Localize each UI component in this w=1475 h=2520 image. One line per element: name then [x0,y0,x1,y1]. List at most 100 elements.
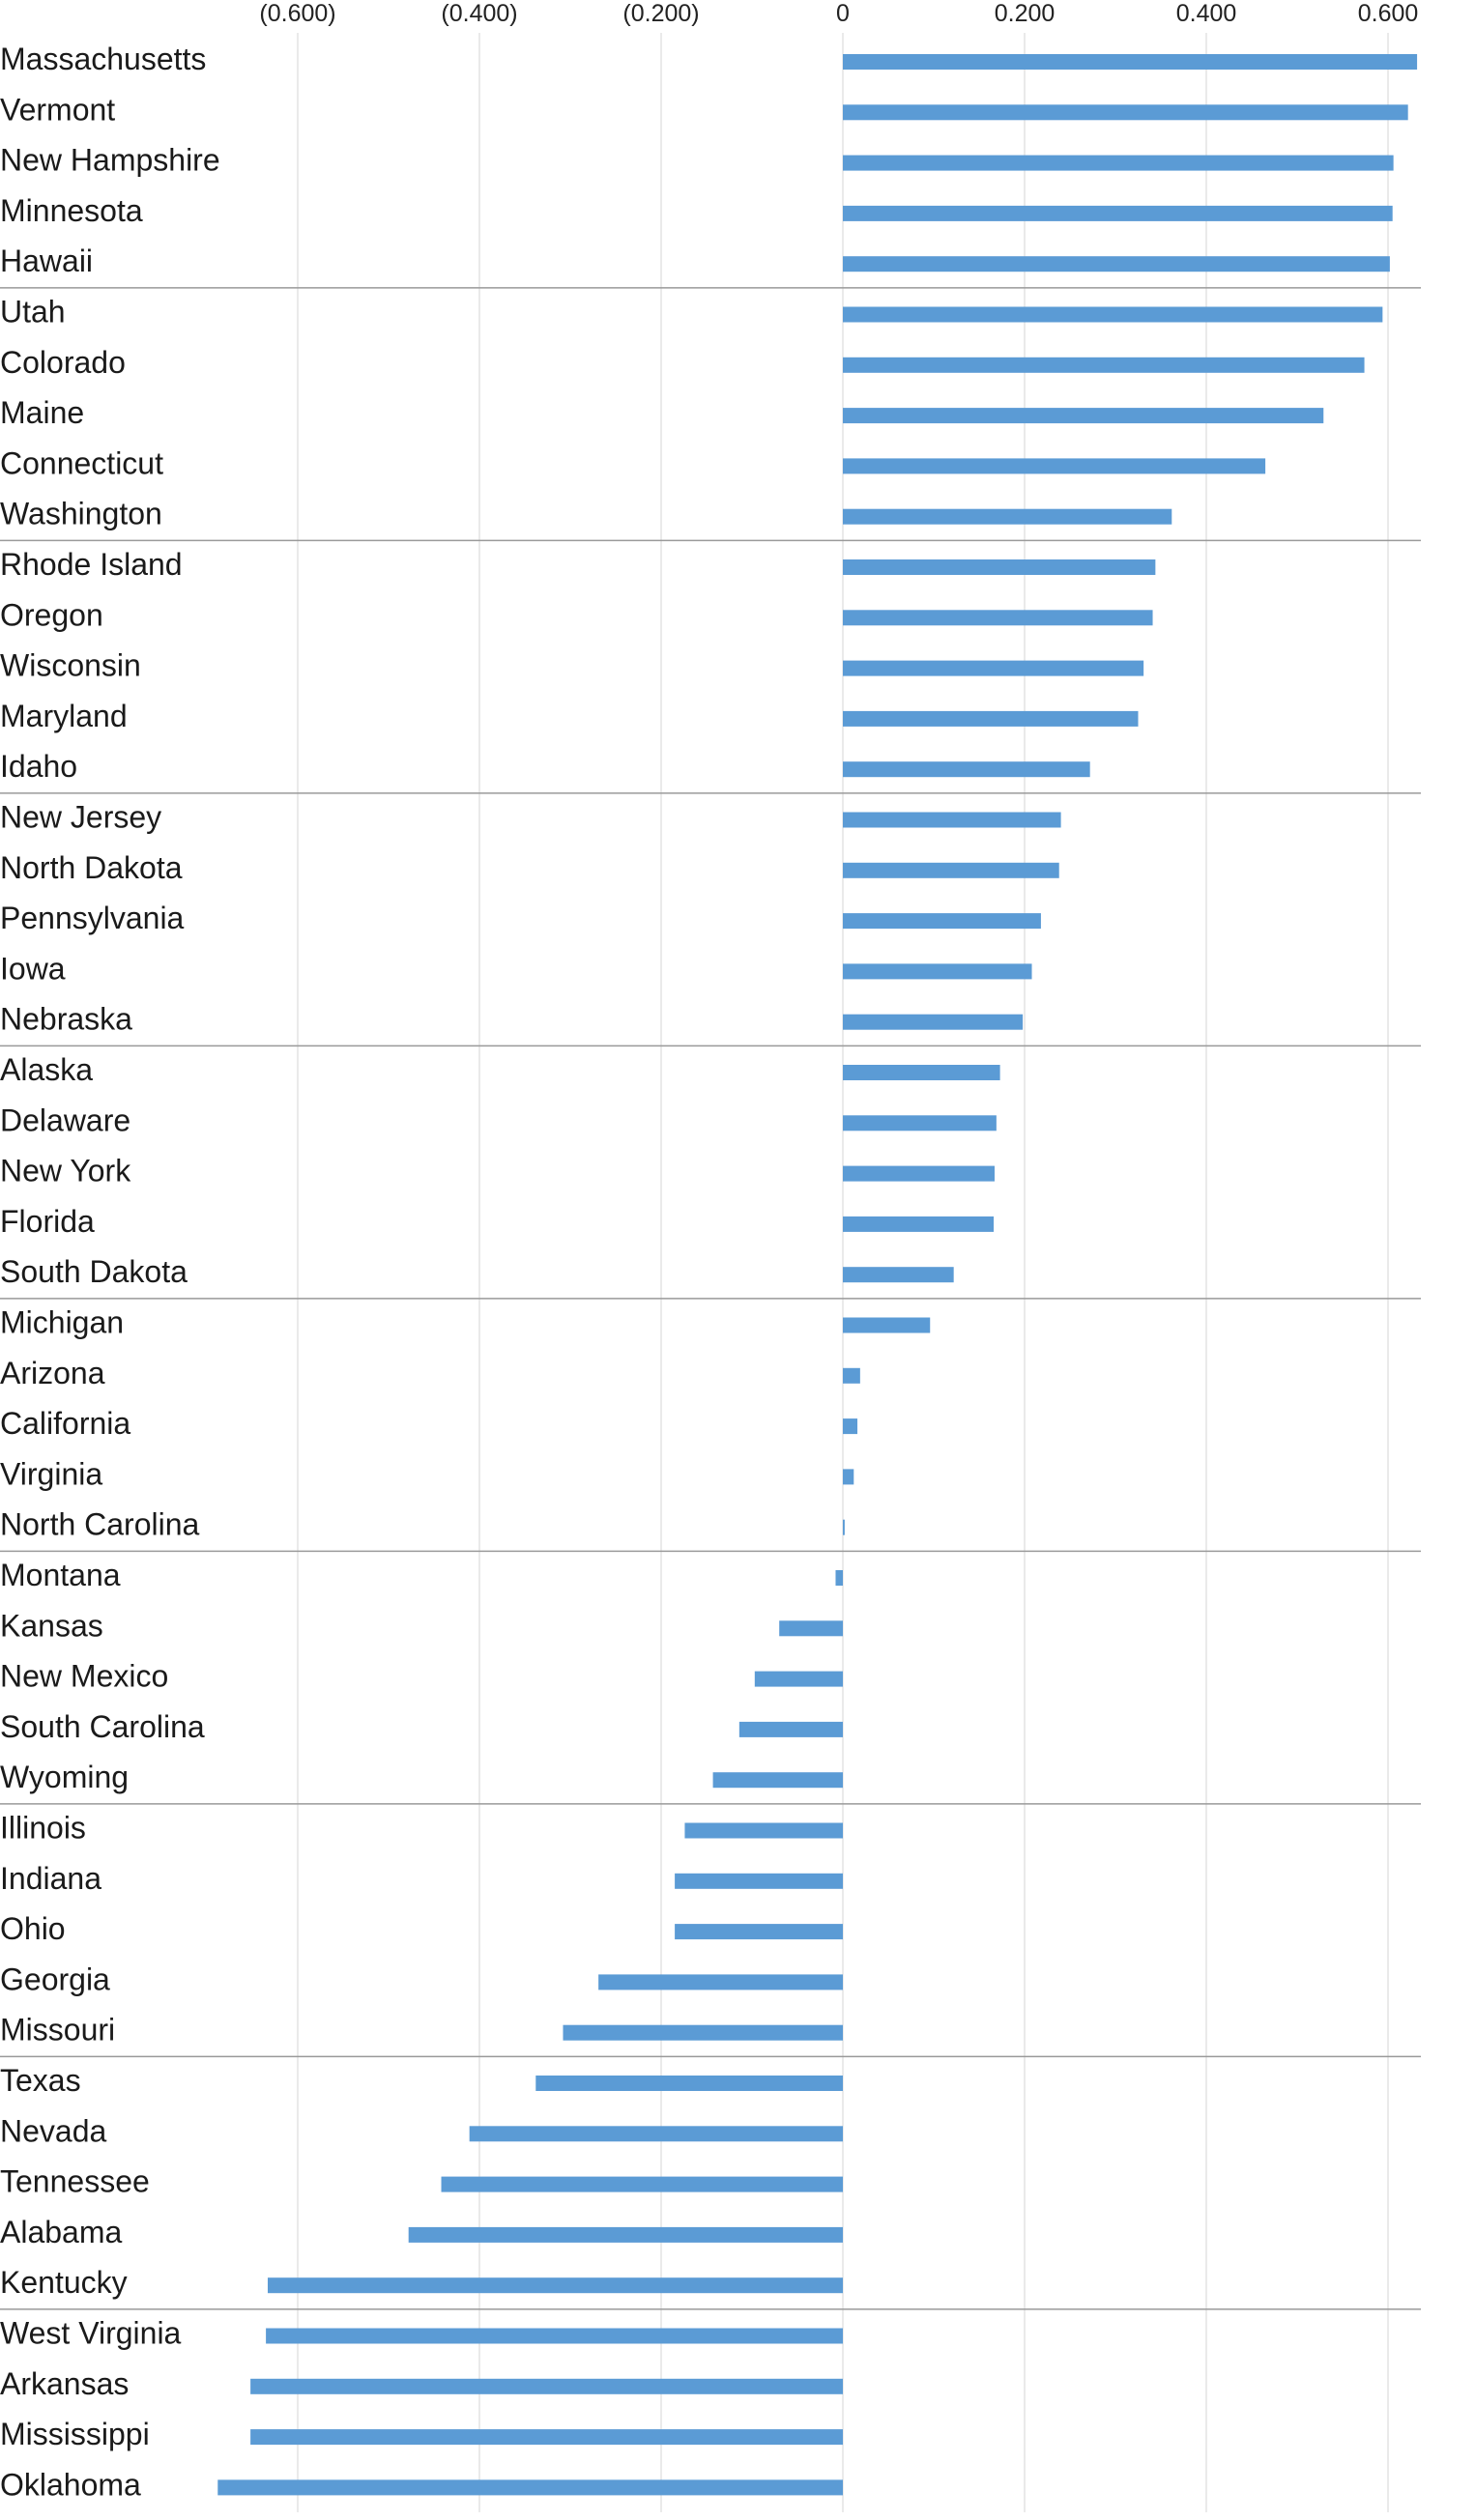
bar [843,408,1324,424]
category-label: Oregon [0,597,103,632]
bar [843,256,1390,272]
category-label: Kentucky [0,2265,128,2300]
bar [408,2226,843,2243]
category-label: South Carolina [0,1709,205,1744]
bar [217,2479,843,2496]
bar [675,1873,843,1889]
category-label: New Mexico [0,1659,168,1694]
bar [843,1469,854,1485]
category-label: Arizona [0,1356,105,1390]
category-label: Michigan [0,1305,124,1340]
category-label: Ohio [0,1911,66,1946]
category-label: Washington [0,497,162,531]
bar [441,2176,843,2192]
bar [250,2429,843,2446]
bar [843,1165,995,1182]
bar [843,357,1365,373]
category-label: Hawaii [0,243,93,278]
bar [598,1974,843,1990]
bar [535,2076,843,2091]
bar [843,1267,954,1283]
category-label: West Virginia [0,2316,182,2351]
category-label: South Dakota [0,1254,188,1289]
x-tick-label: (0.200) [622,0,699,27]
bar [843,963,1032,980]
bar [843,559,1156,575]
category-label: Pennsylvania [0,901,185,935]
category-label: Missouri [0,2013,115,2048]
x-tick-label: (0.600) [259,0,335,27]
bar [843,1014,1024,1030]
x-axis-ticks: (0.600) (0.400) (0.200) 0 0.200 0.400 0.600 [259,0,1418,27]
category-label: New Jersey [0,800,161,835]
category-label: Indiana [0,1861,101,1896]
bar [843,1115,997,1131]
bar [250,2378,843,2394]
category-label: Georgia [0,1962,110,1996]
category-label: New York [0,1154,131,1188]
category-label: California [0,1406,130,1441]
bar [843,1216,995,1232]
bar [843,660,1144,676]
category-label: Tennessee [0,2164,150,2199]
category-label: New Hampshire [0,143,220,178]
bar [684,1822,843,1839]
bar [843,1367,860,1384]
category-label: Delaware [0,1102,130,1137]
category-label: Colorado [0,345,126,380]
category-label: Kansas [0,1608,103,1643]
bar [843,205,1393,221]
category-label: Maine [0,395,84,430]
category-label: Iowa [0,951,66,986]
bar [843,54,1418,70]
bar [843,306,1383,323]
category-label: Louisiana [0,2518,132,2520]
bar [469,2126,843,2142]
bar [843,761,1090,778]
bar [843,1418,858,1435]
category-label: Utah [0,295,66,329]
bar [835,1570,843,1586]
bar [843,104,1408,121]
category-label: Nebraska [0,1002,132,1037]
bar [843,610,1153,626]
bar [738,1721,843,1737]
bar [843,812,1061,828]
bar [843,1519,845,1535]
bar [754,1671,843,1687]
x-tick-label: 0.200 [995,0,1056,27]
category-label: Wyoming [0,1760,129,1794]
x-tick-label: 0.600 [1358,0,1419,27]
bar [843,710,1139,727]
category-label: Vermont [0,92,115,127]
category-label: Mississippi [0,2417,150,2451]
category-label: Massachusetts [0,42,206,76]
category-label: Texas [0,2063,81,2098]
bar [843,458,1266,474]
category-label: Nevada [0,2113,107,2148]
bar [266,2328,844,2344]
bar [712,1772,843,1789]
bar [843,508,1172,525]
category-label: North Carolina [0,1507,200,1542]
category-label: Alaska [0,1052,93,1087]
category-label: Florida [0,1204,95,1239]
category-label: Virginia [0,1456,102,1491]
category-label: Alabama [0,2215,123,2249]
bar [843,1065,1000,1080]
category-label: Oklahoma [0,2467,141,2502]
bar [563,2024,843,2041]
bar-layer [217,54,1418,2496]
category-label: Illinois [0,1811,86,1846]
category-label: Connecticut [0,445,163,480]
bar [843,913,1041,930]
category-labels: Massachusetts Vermont New Hampshire Minneso… [0,42,220,2520]
x-tick-label: 0.400 [1176,0,1237,27]
bar [843,1317,931,1333]
category-label: Minnesota [0,193,143,228]
bar [843,155,1394,171]
category-label: Montana [0,1558,121,1592]
bar [779,1620,843,1637]
